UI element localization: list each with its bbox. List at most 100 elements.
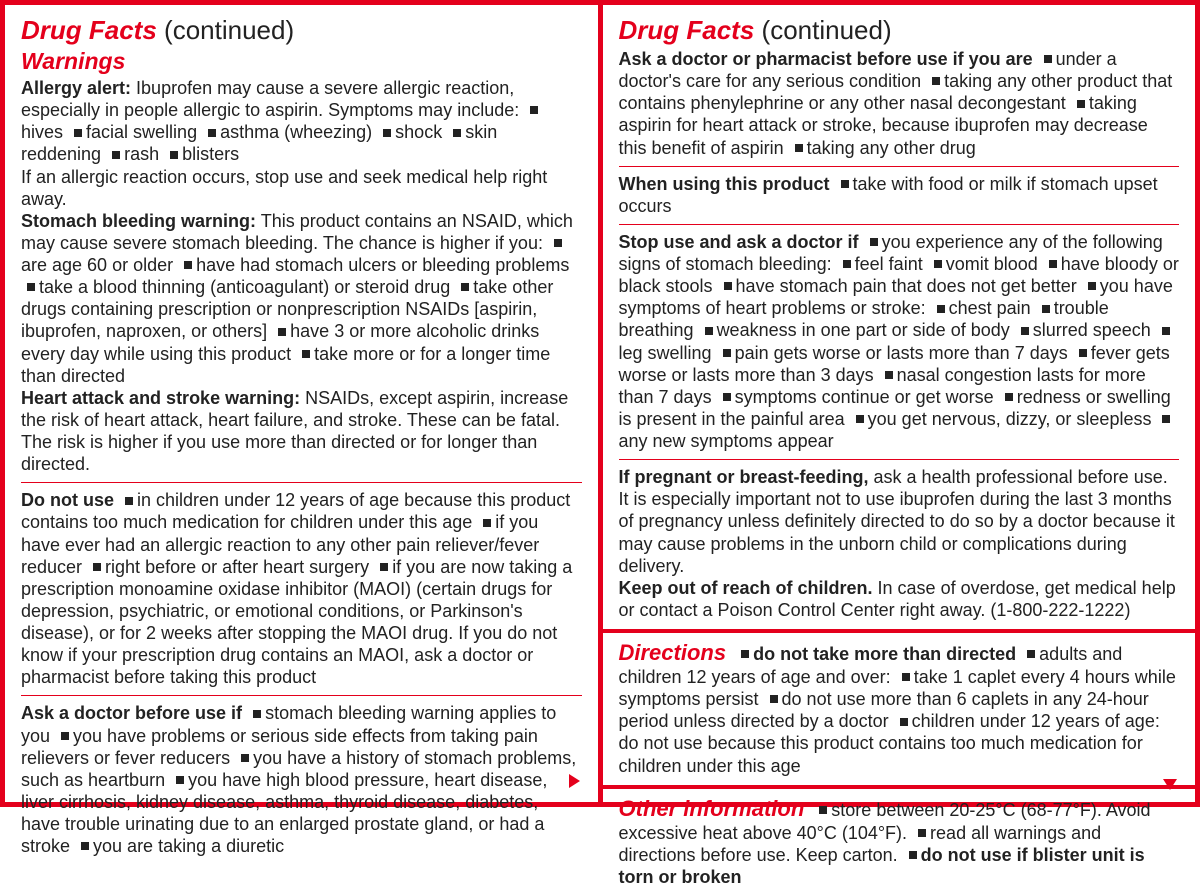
bullet-text: facial swelling bbox=[86, 122, 202, 142]
bullet-icon bbox=[770, 695, 778, 703]
bullet-icon bbox=[302, 350, 310, 358]
warnings-heading: Warnings bbox=[21, 48, 582, 75]
bullet-icon bbox=[1042, 305, 1050, 313]
bullet-text: chest pain bbox=[949, 298, 1036, 318]
right-column: Drug Facts (continued) Ask a doctor or p… bbox=[603, 5, 1196, 802]
do-not-use-block: Do not use in children under 12 years of… bbox=[21, 489, 582, 688]
bullet-text: leg swelling bbox=[619, 343, 717, 363]
keepout-label: Keep out of reach of children. bbox=[619, 578, 873, 598]
bullet-icon bbox=[61, 732, 69, 740]
bullet-icon bbox=[856, 415, 864, 423]
title-continued: (continued) bbox=[754, 15, 891, 45]
bullet-icon bbox=[918, 829, 926, 837]
askdoc-label: Ask a doctor before use if bbox=[21, 703, 242, 723]
bullet-icon bbox=[184, 261, 192, 269]
bullet-text: have stomach pain that does not get bett… bbox=[736, 276, 1082, 296]
bullet-icon bbox=[934, 260, 942, 268]
bullet-text: rash bbox=[124, 144, 164, 164]
bullet-icon bbox=[819, 806, 827, 814]
divider bbox=[21, 482, 582, 483]
bullet-text: you are taking a diuretic bbox=[93, 836, 284, 856]
bullet-icon bbox=[74, 129, 82, 137]
heart-label: Heart attack and stroke warning: bbox=[21, 388, 300, 408]
donot-items: in children under 12 years of age becaus… bbox=[21, 490, 572, 687]
continue-right-icon bbox=[569, 774, 580, 788]
bullet-icon bbox=[1077, 100, 1085, 108]
title-accent: Drug Facts bbox=[619, 15, 755, 45]
left-column: Drug Facts (continued) Warnings Allergy … bbox=[5, 5, 603, 802]
bullet-icon bbox=[1027, 650, 1035, 658]
bullet-icon bbox=[453, 129, 461, 137]
bullet-icon bbox=[1049, 260, 1057, 268]
bullet-icon bbox=[1162, 415, 1170, 423]
bullet-icon bbox=[241, 754, 249, 762]
bullet-icon bbox=[885, 371, 893, 379]
bullet-icon bbox=[1021, 327, 1029, 335]
bullet-icon bbox=[723, 393, 731, 401]
bullet-icon bbox=[909, 851, 917, 859]
bullet-icon bbox=[937, 305, 945, 313]
bullet-icon bbox=[705, 327, 713, 335]
bullet-icon bbox=[380, 563, 388, 571]
bullet-icon bbox=[900, 718, 908, 726]
bullet-text: symptoms continue or get worse bbox=[735, 387, 999, 407]
allergy-tail: If an allergic reaction occurs, stop use… bbox=[21, 167, 547, 209]
bullet-text: slurred speech bbox=[1033, 320, 1156, 340]
when-using-block: When using this product take with food o… bbox=[619, 173, 1180, 217]
title-accent: Drug Facts bbox=[21, 15, 157, 45]
bullet-icon bbox=[932, 77, 940, 85]
bullet-text: take a blood thinning (anticoagulant) or… bbox=[39, 277, 455, 297]
panel-title-right: Drug Facts (continued) bbox=[619, 15, 1180, 46]
bullet-icon bbox=[253, 710, 261, 718]
other-info-block: Other information store between 20-25°C … bbox=[619, 795, 1180, 888]
allergy-label: Allergy alert: bbox=[21, 78, 131, 98]
stomach-label: Stomach bleeding warning: bbox=[21, 211, 256, 231]
donot-label: Do not use bbox=[21, 490, 114, 510]
stomach-items: are age 60 or older have had stomach ulc… bbox=[21, 233, 569, 386]
directions-heading: Directions bbox=[619, 640, 727, 665]
other-info-heading: Other information bbox=[619, 796, 805, 821]
bullet-text: right before or after heart surgery bbox=[105, 557, 374, 577]
bullet-icon bbox=[741, 650, 749, 658]
askpharm-label: Ask a doctor or pharmacist before use if… bbox=[619, 49, 1033, 69]
bullet-text: taking any other drug bbox=[807, 138, 976, 158]
bullet-icon bbox=[383, 129, 391, 137]
bullet-icon bbox=[1079, 349, 1087, 357]
bullet-icon bbox=[176, 776, 184, 784]
bullet-text: you get nervous, dizzy, or sleepless bbox=[868, 409, 1157, 429]
continue-down-icon bbox=[1163, 779, 1177, 790]
bullet-icon bbox=[125, 497, 133, 505]
bullet-icon bbox=[870, 238, 878, 246]
bullet-icon bbox=[27, 283, 35, 291]
bullet-icon bbox=[554, 239, 562, 247]
pregnant-label: If pregnant or breast-feeding, bbox=[619, 467, 869, 487]
bullet-text: vomit blood bbox=[946, 254, 1043, 274]
allergy-alert-block: Allergy alert: Ibuprofen may cause a sev… bbox=[21, 77, 582, 210]
bullet-icon bbox=[1005, 393, 1013, 401]
heart-stroke-block: Heart attack and stroke warning: NSAIDs,… bbox=[21, 387, 582, 476]
bullet-icon bbox=[795, 144, 803, 152]
bullet-icon bbox=[902, 673, 910, 681]
ask-pharmacist-block: Ask a doctor or pharmacist before use if… bbox=[619, 48, 1180, 159]
bullet-icon bbox=[530, 106, 538, 114]
bullet-text: feel faint bbox=[855, 254, 928, 274]
bullet-icon bbox=[841, 180, 849, 188]
panel-title-left: Drug Facts (continued) bbox=[21, 15, 582, 46]
bullet-icon bbox=[723, 349, 731, 357]
divider bbox=[21, 695, 582, 696]
bullet-icon bbox=[843, 260, 851, 268]
bullet-icon bbox=[208, 129, 216, 137]
bullet-icon bbox=[81, 842, 89, 850]
bullet-icon bbox=[461, 283, 469, 291]
askdoc-items: stomach bleeding warning applies to you … bbox=[21, 703, 576, 856]
stop-use-block: Stop use and ask a doctor if you experie… bbox=[619, 231, 1180, 452]
whenusing-label: When using this product bbox=[619, 174, 830, 194]
bullet-icon bbox=[278, 328, 286, 336]
directions-block: Directions do not take more than directe… bbox=[619, 639, 1180, 777]
divider bbox=[619, 459, 1180, 460]
bullet-text: asthma (wheezing) bbox=[220, 122, 377, 142]
thick-divider bbox=[603, 629, 1196, 633]
bullet-text: hives bbox=[21, 122, 68, 142]
bullet-icon bbox=[1162, 327, 1170, 335]
bullet-text: weakness in one part or side of body bbox=[717, 320, 1015, 340]
